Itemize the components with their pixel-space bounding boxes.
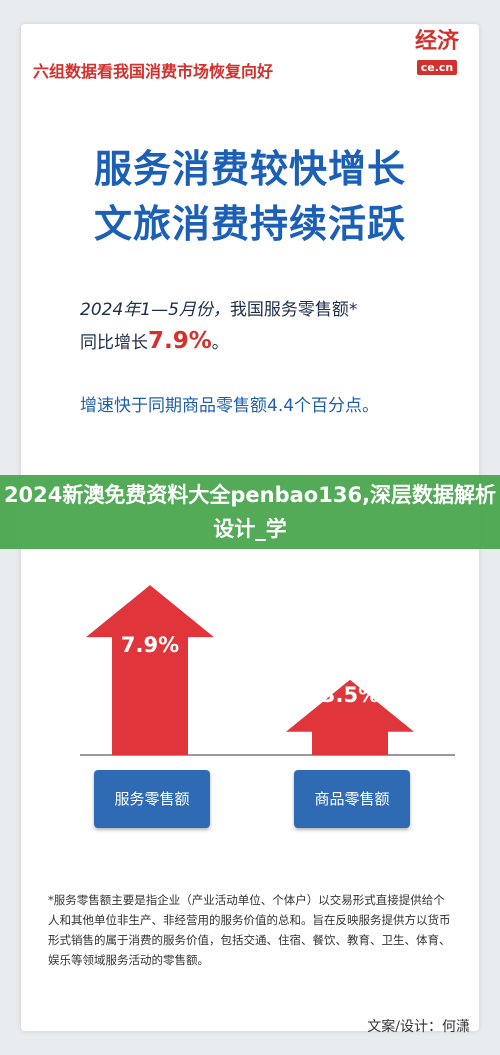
stat-period: 2024年1—5月份， xyxy=(80,300,230,320)
stat-growth-value: 7.9% xyxy=(148,328,212,354)
overlay-banner: 2024新澳免费资料大全penbao136,深层数据解析设计_学 xyxy=(0,475,500,549)
arrow-bar-0 xyxy=(86,585,214,755)
stat-growth-label: 同比增长 xyxy=(80,333,148,353)
stat-line-1: 2024年1—5月份，我国服务零售额* xyxy=(80,295,357,320)
series-title: 六组数据看我国消费市场恢复向好 xyxy=(33,62,274,81)
bar-value-label-0: 7.9% xyxy=(121,633,179,657)
stat-suffix: 。 xyxy=(211,333,229,353)
stat-line-2: 同比增长7.9%。 xyxy=(80,328,229,354)
bar-value-label-1: 3.5% xyxy=(321,683,379,707)
arrow-bar-1 xyxy=(286,679,414,755)
headline-line-2: 文旅消费持续活跃 xyxy=(93,202,406,246)
category-label-goods-retail: 商品零售额 xyxy=(294,770,410,828)
category-label-service-retail: 服务零售额 xyxy=(94,770,210,828)
credit: 文案/设计：何潇 xyxy=(367,1019,470,1035)
headline-line-1: 服务消费较快增长 xyxy=(93,147,406,191)
comparison-text: 增速快于同期商品零售额4.4个百分点。 xyxy=(80,396,380,416)
stat-subject: 我国服务零售额* xyxy=(229,300,358,320)
ce-logo: 经济 ce.cn xyxy=(411,26,463,84)
footnote: *服务零售额主要是指企业（产业活动单位、个体户）以交易形式直接提供给个人和其他单… xyxy=(48,893,451,967)
logo-domain: ce.cn xyxy=(416,60,458,75)
logo-chinese: 经济 xyxy=(414,28,459,54)
